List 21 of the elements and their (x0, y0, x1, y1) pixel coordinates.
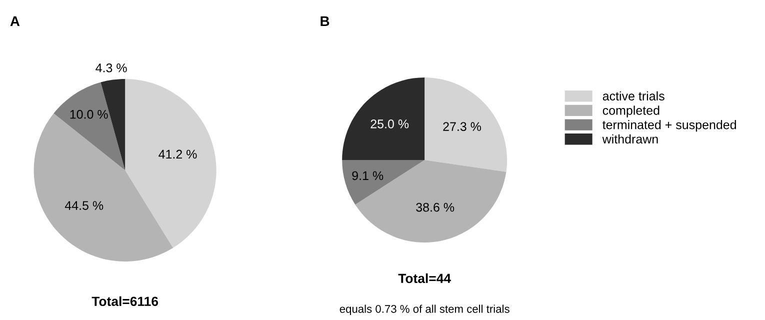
pie-slice (125, 78, 216, 248)
data-label: 38.6 % (416, 202, 454, 212)
chart-title: A (10, 16, 20, 26)
pie-slice (54, 82, 126, 170)
data-label: 25.0 % (370, 120, 409, 128)
legend-label: completed (602, 106, 660, 118)
legend-label: terminated + suspended (602, 120, 736, 132)
data-label: 10.0 % (70, 110, 108, 119)
chart-title: B (320, 16, 330, 26)
pie-slice (424, 78, 508, 172)
data-label: 44.5 % (64, 201, 104, 210)
data-label: 9.1 % (352, 171, 384, 180)
data-label: 41.2 % (158, 150, 197, 159)
legend-label: active trials (602, 91, 664, 101)
legend-label: withdrawn (602, 134, 658, 144)
text: Total=44 (398, 273, 451, 284)
data-label: 27.3 % (443, 122, 482, 131)
text: Total=6116 (92, 296, 158, 306)
pie-slice (342, 78, 425, 160)
data-label: 4.3 % (96, 63, 127, 72)
text: equals 0.73 % of all stem cell trials (340, 304, 510, 316)
